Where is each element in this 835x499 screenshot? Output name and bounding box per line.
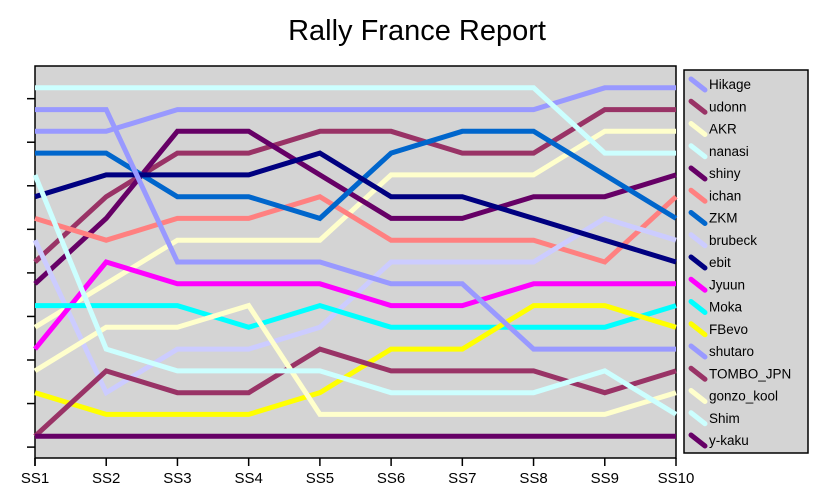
- x-axis-label: SS3: [163, 470, 191, 487]
- x-axis-label: SS7: [448, 470, 476, 487]
- legend-label: y-kaku: [709, 433, 749, 448]
- legend-label: shiny: [709, 166, 741, 181]
- legend-marker-ebit: [688, 254, 708, 271]
- legend-label: nanasi: [709, 144, 749, 159]
- legend-label: shutaro: [709, 344, 754, 359]
- series-line-Shim: [32, 173, 678, 417]
- legend-label: AKR: [709, 122, 737, 137]
- chart-title: Rally France Report: [288, 15, 546, 47]
- x-axis-label: SS5: [306, 470, 334, 487]
- legend-marker-nanasi: [688, 143, 708, 160]
- legend-marker-ZKM: [688, 210, 708, 226]
- legend-marker-gonzo_kool: [688, 388, 708, 404]
- series-line-shutaro: [35, 107, 676, 352]
- series-line-gonzo_kool: [33, 302, 677, 417]
- legend-box: [683, 69, 809, 454]
- legend-marker-ichan: [688, 187, 708, 204]
- legend-marker-FBevo: [688, 321, 708, 338]
- series-line-ebit: [34, 150, 677, 265]
- legend-marker-AKR: [688, 121, 708, 137]
- legend-label: ichan: [709, 188, 741, 203]
- x-axis-label: SS10: [658, 470, 695, 487]
- series-line-Jyuun: [33, 259, 676, 351]
- legend-marker-Hikage: [688, 76, 708, 93]
- legend-label: udonn: [709, 99, 747, 114]
- series-line-Hikage: [35, 85, 676, 134]
- legend-label: TOMBO_JPN: [709, 366, 791, 381]
- x-axis-label: SS2: [92, 470, 120, 487]
- legend-marker-Jyuun: [688, 276, 708, 293]
- legend-marker-shiny: [688, 165, 708, 182]
- series-line-FBevo: [34, 303, 677, 417]
- legend-marker-udonn: [688, 98, 708, 115]
- legend-label: gonzo_kool: [709, 389, 778, 404]
- legend-label: ZKM: [709, 211, 738, 226]
- legend-marker-Moka: [688, 299, 708, 315]
- x-axis-label: SS1: [21, 470, 49, 487]
- x-axis-label: SS8: [519, 470, 547, 487]
- legend-label: FBevo: [709, 322, 748, 337]
- x-axis-label: SS9: [591, 470, 619, 487]
- legend-label: brubeck: [709, 233, 757, 248]
- legend-marker-TOMBO_JPN: [688, 365, 708, 382]
- legend-label: ebit: [709, 255, 731, 270]
- series-line-nanasi: [35, 85, 676, 156]
- legend-marker-shutaro: [688, 343, 708, 360]
- legend-marker-y-kaku: [688, 432, 708, 449]
- legend-label: Jyuun: [709, 277, 745, 292]
- legend-label: Hikage: [709, 77, 751, 92]
- x-axis-label: SS6: [377, 470, 405, 487]
- legend-label: Moka: [709, 300, 743, 315]
- series-line-ichan: [34, 193, 678, 265]
- legend-marker-Shim: [688, 410, 708, 427]
- legend-label: Shim: [709, 411, 740, 426]
- x-axis-label: SS4: [234, 470, 262, 487]
- legend-marker-brubeck: [688, 232, 708, 249]
- series-line-Moka: [35, 302, 677, 330]
